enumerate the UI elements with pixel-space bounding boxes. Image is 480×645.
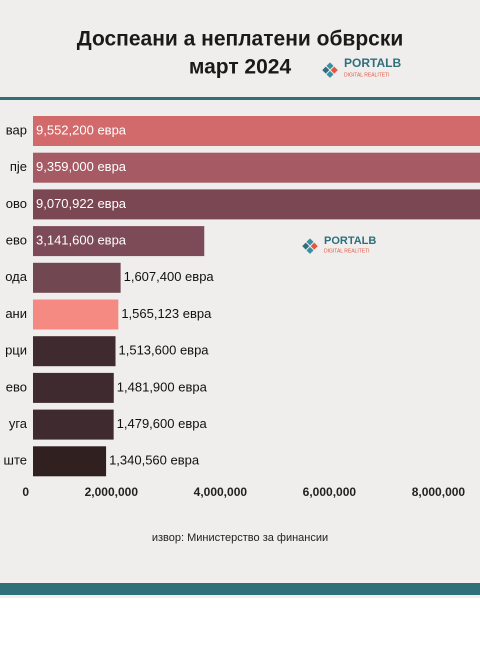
bar bbox=[33, 116, 480, 146]
category-label: ово bbox=[6, 196, 27, 211]
background bbox=[0, 0, 480, 598]
plot: 9,552,200 евра 9,359,000 евра 9,070,922 ев… bbox=[33, 116, 480, 477]
x-tick-label: 6,000,000 bbox=[303, 485, 357, 499]
logo-tagline: DIGITAL REALITETI bbox=[324, 248, 370, 254]
category-label: уга bbox=[9, 416, 28, 431]
category-label: ево bbox=[6, 233, 27, 248]
value-label: 9,359,000 евра bbox=[36, 159, 127, 174]
x-tick-label: 0 bbox=[22, 485, 29, 499]
x-tick-label: 8,000,000 bbox=[412, 485, 466, 499]
source: извор: Министерство за финансии bbox=[152, 532, 328, 544]
bar bbox=[33, 299, 119, 330]
x-tick-label: 4,000,000 bbox=[194, 485, 248, 499]
value-label: 9,070,922 евра bbox=[36, 196, 127, 211]
logo: PORTALB DIGITAL REALITETI bbox=[322, 56, 401, 78]
category-label: рци bbox=[5, 343, 27, 358]
category-label: вар bbox=[6, 122, 27, 137]
value-label: 3,141,600 евра bbox=[36, 233, 127, 248]
bar bbox=[33, 226, 205, 257]
header-rule bbox=[0, 97, 480, 100]
bar bbox=[33, 262, 121, 293]
bar bbox=[33, 409, 114, 440]
logo-name: PORTALB bbox=[324, 235, 376, 247]
value-label: 1,479,600 евра bbox=[117, 416, 208, 431]
category-label: пје bbox=[10, 159, 27, 174]
x-tick-label: 2,000,000 bbox=[85, 485, 139, 499]
bar bbox=[33, 152, 480, 183]
footer-band bbox=[0, 583, 480, 595]
category-label: ода bbox=[5, 269, 28, 284]
bar bbox=[33, 372, 114, 403]
category-label: ште bbox=[4, 453, 27, 468]
value-label: 1,513,600 евра bbox=[119, 343, 210, 358]
bar bbox=[33, 189, 480, 220]
value-label: 1,340,560 евра bbox=[109, 453, 200, 468]
value-label: 1,607,400 евра bbox=[124, 269, 215, 284]
bar bbox=[33, 446, 107, 477]
category-label: ани bbox=[5, 306, 27, 321]
value-label: 1,481,900 евра bbox=[117, 379, 208, 394]
logo-tagline: DIGITAL REALITETI bbox=[344, 72, 390, 78]
value-label: 1,565,123 евра bbox=[121, 306, 212, 321]
chart-subtitle: март 2024 bbox=[189, 56, 292, 79]
bar bbox=[33, 336, 116, 367]
category-label: ево bbox=[6, 379, 27, 394]
value-label: 9,552,200 евра bbox=[36, 122, 127, 137]
chart-title: Доспеани а неплатени обврски bbox=[77, 28, 404, 51]
logo-name: PORTALB bbox=[344, 56, 401, 70]
